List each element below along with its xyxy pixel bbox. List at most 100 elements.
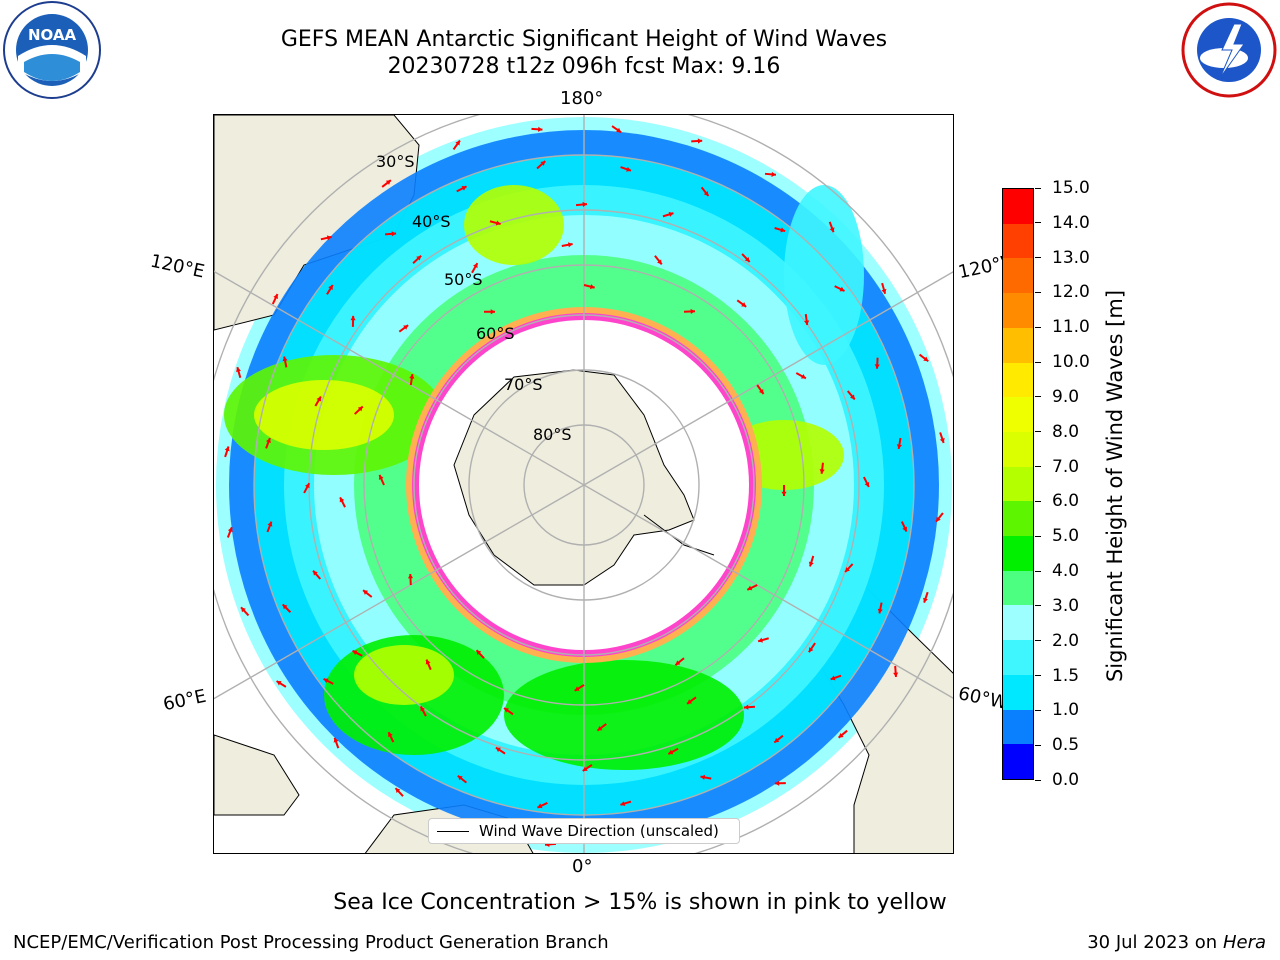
wind-arrow-head	[333, 737, 339, 743]
wind-arrow-head	[455, 140, 460, 146]
lat-label-60s: 60°S	[476, 324, 515, 343]
wind-arrow-head	[939, 438, 945, 443]
date-text: 30 Jul 2023 on	[1087, 932, 1223, 953]
antarctic-peninsula	[643, 514, 715, 556]
colorbar-segment	[1003, 744, 1033, 779]
wind-arrow-head	[675, 660, 681, 666]
wind-arrow-head	[473, 263, 478, 269]
lat-label-70s: 70°S	[504, 375, 543, 394]
wind-arrow-head	[864, 481, 870, 487]
wind-arrow-head	[273, 294, 278, 300]
colorbar-segment	[1003, 293, 1033, 328]
wind-arrow-head	[503, 708, 509, 713]
wind-arrow-head	[316, 396, 321, 402]
wind-arrow-head	[819, 469, 825, 474]
wind-arrow-head	[687, 699, 693, 704]
wind-arrow-head	[304, 483, 310, 489]
wave-patch	[784, 185, 864, 365]
wind-arrow-head	[893, 672, 899, 677]
colorbar-segment	[1003, 501, 1033, 537]
wind-arrow-head	[574, 686, 580, 691]
wind-arrow-head	[838, 732, 844, 738]
colorbar-title: Significant Height of Wind Waves [m]	[1103, 289, 1127, 683]
colorbar-tick	[1035, 257, 1041, 259]
colorbar	[1002, 188, 1034, 780]
wind-arrow-head	[236, 367, 241, 373]
colorbar-tick	[1035, 291, 1041, 293]
wind-arrow-head	[771, 171, 776, 177]
lon-label-120e: 120°E	[148, 250, 207, 283]
wind-arrow-head	[350, 315, 356, 321]
colorbar-tick	[1035, 500, 1041, 502]
colorbar-segment	[1003, 189, 1033, 224]
lat-label-80s: 80°S	[533, 425, 572, 444]
map-legend: Wind Wave Direction (unscaled)	[428, 818, 740, 844]
colorbar-tick-label: 13.0	[1052, 247, 1090, 268]
wind-arrow-head	[352, 650, 358, 656]
map-subtitle: 20230728 t12z 096h fcst Max: 9.16	[387, 54, 781, 79]
wind-arrow-head	[923, 356, 929, 362]
wind-arrow-head	[780, 227, 786, 233]
wind-arrow-head	[537, 803, 543, 809]
legend-line-icon	[437, 831, 469, 832]
colorbar-tick	[1035, 709, 1041, 711]
colorbar-title-box: Significant Height of Wind Waves [m]	[1100, 186, 1160, 786]
credit-text: NCEP/EMC/Verification Post Processing Pr…	[13, 932, 609, 953]
wind-arrow-head	[582, 766, 588, 771]
colorbar-tick-label: 5.0	[1052, 526, 1080, 547]
legend-label: Wind Wave Direction (unscaled)	[479, 822, 719, 840]
colorbar-tick-label: 0.0	[1052, 770, 1080, 790]
wind-arrow-head	[800, 373, 806, 379]
colorbar-tick	[1035, 744, 1041, 746]
colorbar-tick-label: 4.0	[1052, 561, 1080, 582]
wind-arrow-head	[276, 681, 282, 686]
wind-arrow-head	[420, 706, 426, 712]
wind-arrow-head	[241, 607, 246, 613]
wind-arrow-head	[265, 438, 271, 443]
wind-arrow-head	[896, 444, 902, 449]
wind-arrow-head	[874, 364, 880, 369]
colorbar-segment	[1003, 674, 1033, 710]
colorbar-tick	[1035, 535, 1041, 537]
colorbar-tick-label: 14.0	[1052, 212, 1090, 233]
noaa-logo-text: NOAA	[28, 26, 77, 44]
colorbar-tick-label: 10.0	[1052, 352, 1090, 373]
wave-patch	[464, 185, 564, 265]
wind-arrow-head	[668, 749, 674, 755]
wind-arrow-head	[804, 320, 810, 325]
colorbar-tick	[1035, 570, 1041, 572]
nws-logo	[1181, 2, 1277, 98]
wind-arrow-head	[385, 180, 391, 185]
lat-label-50s: 50°S	[444, 270, 483, 289]
wind-arrow-head	[227, 527, 233, 533]
lon-label-180: 180°	[560, 88, 604, 109]
wind-arrow-head	[328, 284, 333, 290]
wind-arrow-head	[744, 257, 750, 262]
wind-arrow-head	[620, 801, 626, 806]
colorbar-tick-label: 6.0	[1052, 491, 1080, 512]
wind-arrow-head	[829, 227, 835, 233]
colorbar-tick-label: 15.0	[1052, 178, 1090, 198]
colorbar-tick	[1035, 396, 1041, 398]
wind-arrow-head	[313, 570, 318, 576]
wind-arrow-head	[668, 211, 674, 217]
lon-label-60e: 60°E	[161, 685, 208, 716]
colorbar-tick-label: 11.0	[1052, 317, 1090, 338]
wind-arrow-head	[388, 732, 393, 738]
colorbar-segment	[1003, 570, 1033, 606]
wind-arrow-head	[774, 737, 780, 743]
colorbar-tick-label: 12.0	[1052, 282, 1090, 303]
wind-arrow-head	[357, 406, 363, 412]
wind-arrow-head	[703, 191, 709, 197]
colorbar-segment	[1003, 362, 1033, 398]
wind-arrow-head	[616, 127, 622, 133]
wind-arrow-head	[416, 255, 422, 261]
wind-arrow-head	[589, 284, 595, 290]
colorbar-segment	[1003, 431, 1033, 467]
wind-arrow-head	[363, 590, 369, 595]
wind-arrow-head	[747, 585, 753, 591]
colorbar-tick	[1035, 466, 1041, 468]
wind-arrow-head	[567, 242, 573, 248]
wind-arrow-head	[758, 637, 763, 643]
colorbar-tick	[1035, 640, 1041, 642]
